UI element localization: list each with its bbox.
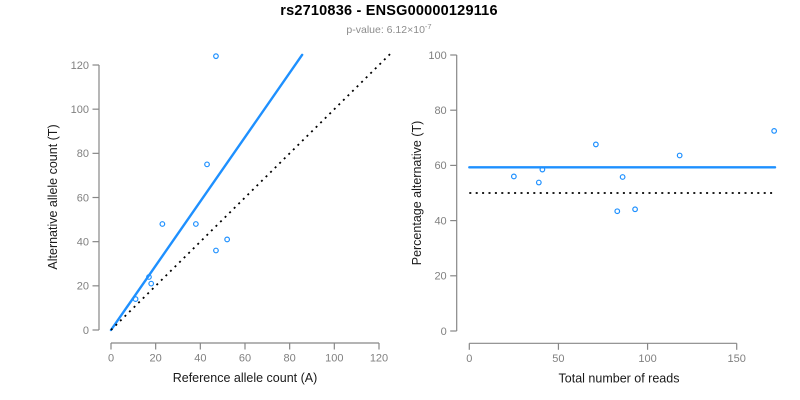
x-tick-label: 100 xyxy=(638,353,656,365)
data-point xyxy=(539,166,546,173)
x-axis-title: Total number of reads xyxy=(559,371,680,385)
x-tick-label: 40 xyxy=(194,353,206,365)
data-point xyxy=(159,221,166,227)
x-tick-label: 20 xyxy=(150,353,162,365)
x-tick-label: 150 xyxy=(728,353,746,365)
data-point xyxy=(592,141,599,148)
data-point xyxy=(535,179,542,186)
data-point xyxy=(510,173,517,180)
y-tick-label: 100 xyxy=(428,50,446,62)
y-tick-label: 60 xyxy=(77,192,89,204)
x-tick-label: 50 xyxy=(552,353,564,365)
data-point xyxy=(204,161,210,168)
data-point xyxy=(192,221,199,227)
data-point xyxy=(619,174,626,180)
y-axis-title: Alternative allele count (T) xyxy=(46,124,60,269)
p-value-text: p-value: 6.12×10 xyxy=(346,24,425,36)
percentage-vs-reads-plot: 0 20 40 60 80 100 0 50 100 150 Total number of rea… xyxy=(410,50,778,385)
y-tick-label: 20 xyxy=(434,271,446,283)
y-tick-label: 120 xyxy=(71,60,89,72)
data-point xyxy=(213,53,219,60)
x-tick-label: 60 xyxy=(239,353,251,365)
y-axis-title: Percentage alternative (T) xyxy=(410,121,424,266)
y-tick-label: 80 xyxy=(77,148,89,160)
x-tick-label: 100 xyxy=(325,353,343,365)
p-value-exponent: -7 xyxy=(424,22,432,31)
fit-line xyxy=(109,53,304,332)
figure-title: rs2710836 - ENSG00000129116 xyxy=(280,3,498,19)
data-point xyxy=(632,206,638,213)
y-tick-label: 0 xyxy=(441,326,447,338)
data-point xyxy=(771,127,778,134)
data-point xyxy=(614,208,621,215)
y-tick-label: 40 xyxy=(434,215,446,227)
data-point xyxy=(148,280,155,287)
data-point xyxy=(676,152,683,159)
x-axis-title: Reference allele count (A) xyxy=(173,371,318,385)
data-point xyxy=(213,247,219,254)
y-tick-label: 80 xyxy=(434,105,446,117)
identity-line xyxy=(110,53,391,331)
x-tick-label: 120 xyxy=(370,353,388,365)
y-tick-label: 40 xyxy=(77,236,89,248)
allele-counts-plot: 0 20 40 60 80 100 120 0 20 40 60 80 100 120 Reference … xyxy=(46,53,391,385)
y-tick-label: 100 xyxy=(71,104,89,116)
y-tick-label: 0 xyxy=(83,325,89,337)
x-tick-label: 0 xyxy=(466,353,472,365)
data-point xyxy=(146,274,152,280)
figure-subtitle: p-value: 6.12×10-7 xyxy=(0,22,778,36)
y-tick-label: 20 xyxy=(77,281,89,293)
x-tick-label: 0 xyxy=(108,353,114,365)
y-tick-label: 60 xyxy=(434,160,446,172)
x-tick-label: 80 xyxy=(284,353,296,365)
data-point xyxy=(132,296,139,302)
data-point xyxy=(224,236,231,243)
